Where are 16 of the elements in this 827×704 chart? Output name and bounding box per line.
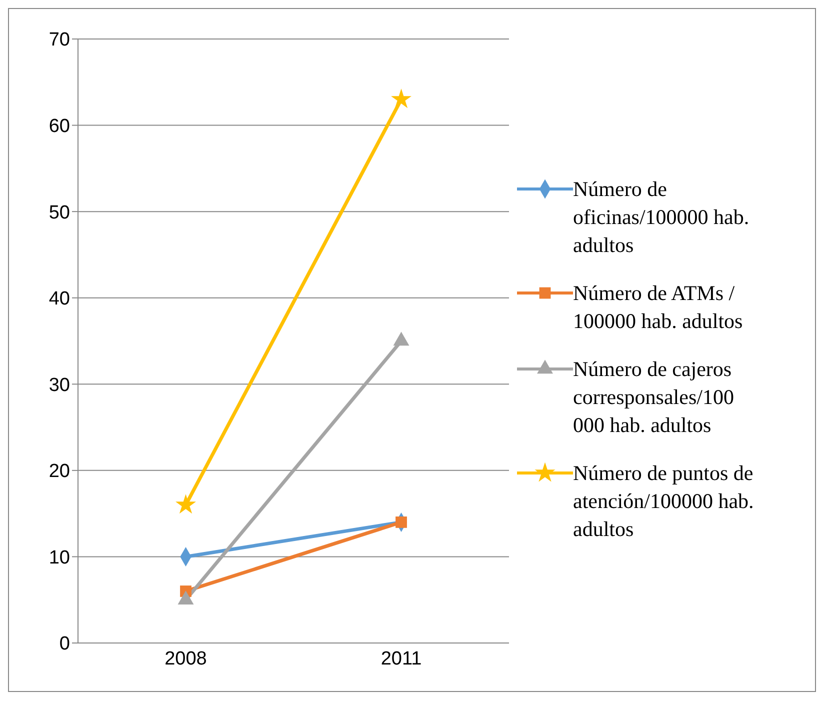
legend-label: Número de cajeros corresponsales/100 000 hab. adultos	[573, 356, 735, 439]
legend-label: Número de puntos de atención/100000 hab. adultos	[573, 460, 755, 543]
y-tick-label: 50	[48, 202, 70, 224]
y-tick-label: 20	[48, 461, 70, 482]
point	[176, 494, 196, 514]
y-tick-label: 0	[59, 634, 70, 655]
x-tick-label: 2008	[164, 648, 207, 670]
y-tick-label: 40	[48, 288, 70, 310]
legend-label: Número de oficinas/100000 hab. adultos	[573, 176, 750, 259]
point	[391, 88, 412, 108]
y-tick-label: 10	[48, 547, 70, 568]
legend-label: Número de ATMs / 100000 hab. adultos	[573, 280, 744, 335]
y-tick-label: 30	[48, 374, 70, 396]
y-tick-label: 70	[48, 30, 70, 51]
y-tick-label: 60	[48, 116, 70, 138]
x-tick-label: 2011	[380, 648, 422, 670]
